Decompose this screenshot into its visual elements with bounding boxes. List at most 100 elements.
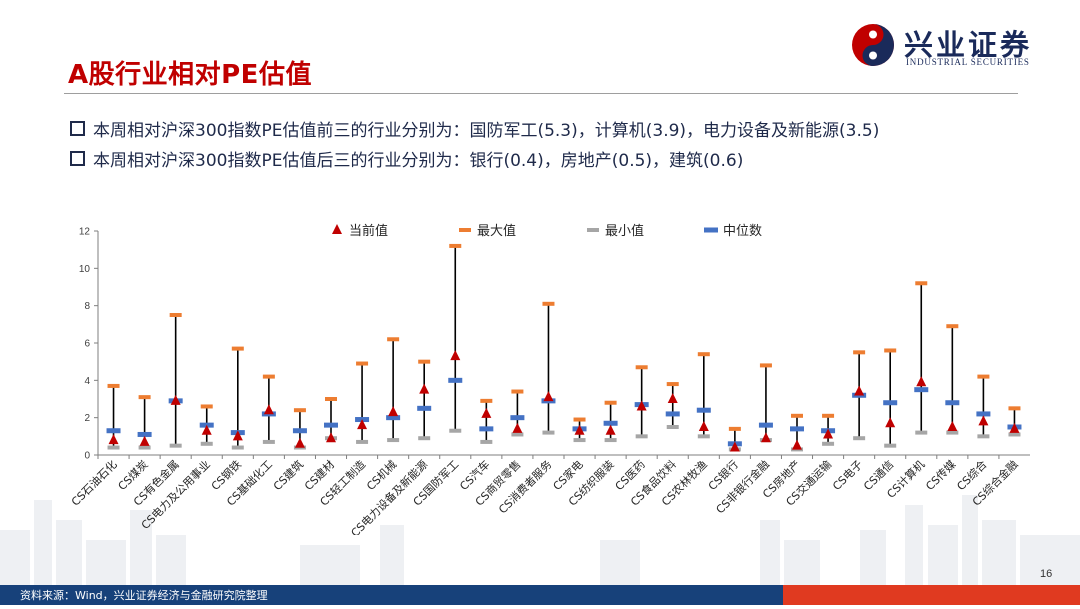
min-marker (697, 434, 710, 439)
max-marker (977, 374, 990, 379)
current-marker (326, 432, 336, 443)
x-category-label: CS建筑 (270, 457, 306, 493)
max-marker (791, 413, 803, 418)
current-marker (543, 391, 554, 402)
max-marker (200, 404, 213, 409)
current-marker (388, 406, 399, 417)
max-marker (169, 313, 182, 317)
current-marker (108, 434, 119, 445)
y-tick-label: 10 (79, 264, 91, 275)
min-marker (884, 443, 897, 448)
max-marker (387, 337, 400, 342)
current-marker (698, 421, 709, 431)
min-marker (356, 439, 369, 444)
current-marker (294, 437, 305, 448)
legend-label: 最小值 (605, 223, 644, 239)
legend-label: 中位数 (723, 224, 762, 239)
max-marker (107, 383, 120, 388)
median-marker (945, 400, 960, 406)
slide-title: A股行业相对PE估值 (68, 60, 312, 90)
pe-valuation-chart: 024681012CS石油石化CS煤炭CS有色金属CS电力及公用事业CS钢铁CS… (68, 223, 1030, 535)
max-marker (573, 417, 586, 422)
current-marker (978, 415, 989, 426)
max-marker (480, 398, 493, 403)
y-tick-label: 2 (84, 413, 90, 424)
min-marker (387, 438, 400, 443)
median-marker (696, 407, 711, 413)
legend-min-icon (587, 228, 599, 232)
current-marker (760, 432, 771, 443)
min-marker (449, 428, 462, 433)
max-marker (759, 363, 772, 368)
current-marker (947, 421, 958, 431)
footer-blue-band (0, 585, 783, 605)
page-number: 16 (1040, 568, 1053, 580)
footer-red-band (783, 585, 1080, 605)
max-marker (325, 397, 337, 401)
footer-source: 资料来源：Wind，兴业证券经济与金融研究院整理 (20, 589, 268, 602)
current-marker (574, 424, 585, 435)
max-marker (666, 382, 679, 387)
current-marker (357, 419, 368, 430)
current-marker (823, 428, 834, 439)
legend-label: 最大值 (477, 223, 516, 239)
x-category-label: CS消费者服务 (495, 457, 554, 516)
max-marker (697, 352, 710, 357)
median-marker (448, 377, 463, 383)
min-marker (200, 441, 213, 446)
max-marker (511, 389, 524, 394)
footer-bar: 资料来源：Wind，兴业证券经济与金融研究院整理 (0, 585, 1080, 605)
x-category-label: CS石油石化 (68, 457, 119, 508)
min-marker (666, 425, 679, 429)
min-marker (946, 430, 959, 435)
min-marker (480, 439, 493, 444)
current-marker (854, 385, 865, 396)
max-marker (946, 324, 959, 329)
title-divider (64, 93, 1018, 94)
median-marker (976, 411, 991, 417)
max-marker (449, 243, 462, 248)
median-marker (417, 405, 432, 411)
legend-median-icon (704, 227, 718, 233)
current-marker (605, 424, 616, 435)
current-marker (1009, 422, 1020, 433)
y-tick-label: 6 (84, 339, 90, 350)
max-marker (542, 301, 555, 306)
y-tick-label: 4 (84, 376, 90, 387)
max-marker (635, 365, 648, 370)
max-marker (293, 408, 306, 413)
max-marker (262, 374, 275, 379)
min-marker (604, 438, 617, 443)
min-marker (107, 445, 120, 450)
median-marker (603, 420, 618, 426)
min-marker (138, 445, 151, 450)
max-marker (1008, 406, 1021, 411)
max-marker (418, 359, 431, 364)
median-marker (137, 431, 152, 437)
square-bullet-icon (70, 151, 85, 166)
current-marker (419, 383, 430, 394)
max-marker (822, 413, 835, 418)
legend-max-icon (459, 228, 471, 232)
min-marker (573, 438, 586, 443)
x-category-label: CS传媒 (923, 458, 958, 493)
min-marker (231, 445, 244, 450)
median-marker (106, 428, 121, 434)
y-tick-label: 8 (84, 301, 90, 312)
skyline-background (0, 495, 1080, 585)
min-marker (1008, 432, 1021, 437)
company-logo: 兴业证券 INDUSTRIAL SECURITIES (850, 22, 1060, 70)
max-marker (604, 400, 617, 405)
min-marker (822, 441, 835, 446)
current-marker (667, 393, 678, 403)
logo-mark-icon (852, 24, 894, 66)
median-marker (386, 415, 401, 421)
current-marker (512, 422, 523, 433)
max-marker (853, 350, 866, 355)
min-marker (915, 430, 928, 435)
median-marker (479, 426, 494, 432)
legend-current-icon (332, 224, 342, 234)
min-marker (418, 436, 431, 441)
current-marker (729, 441, 740, 452)
